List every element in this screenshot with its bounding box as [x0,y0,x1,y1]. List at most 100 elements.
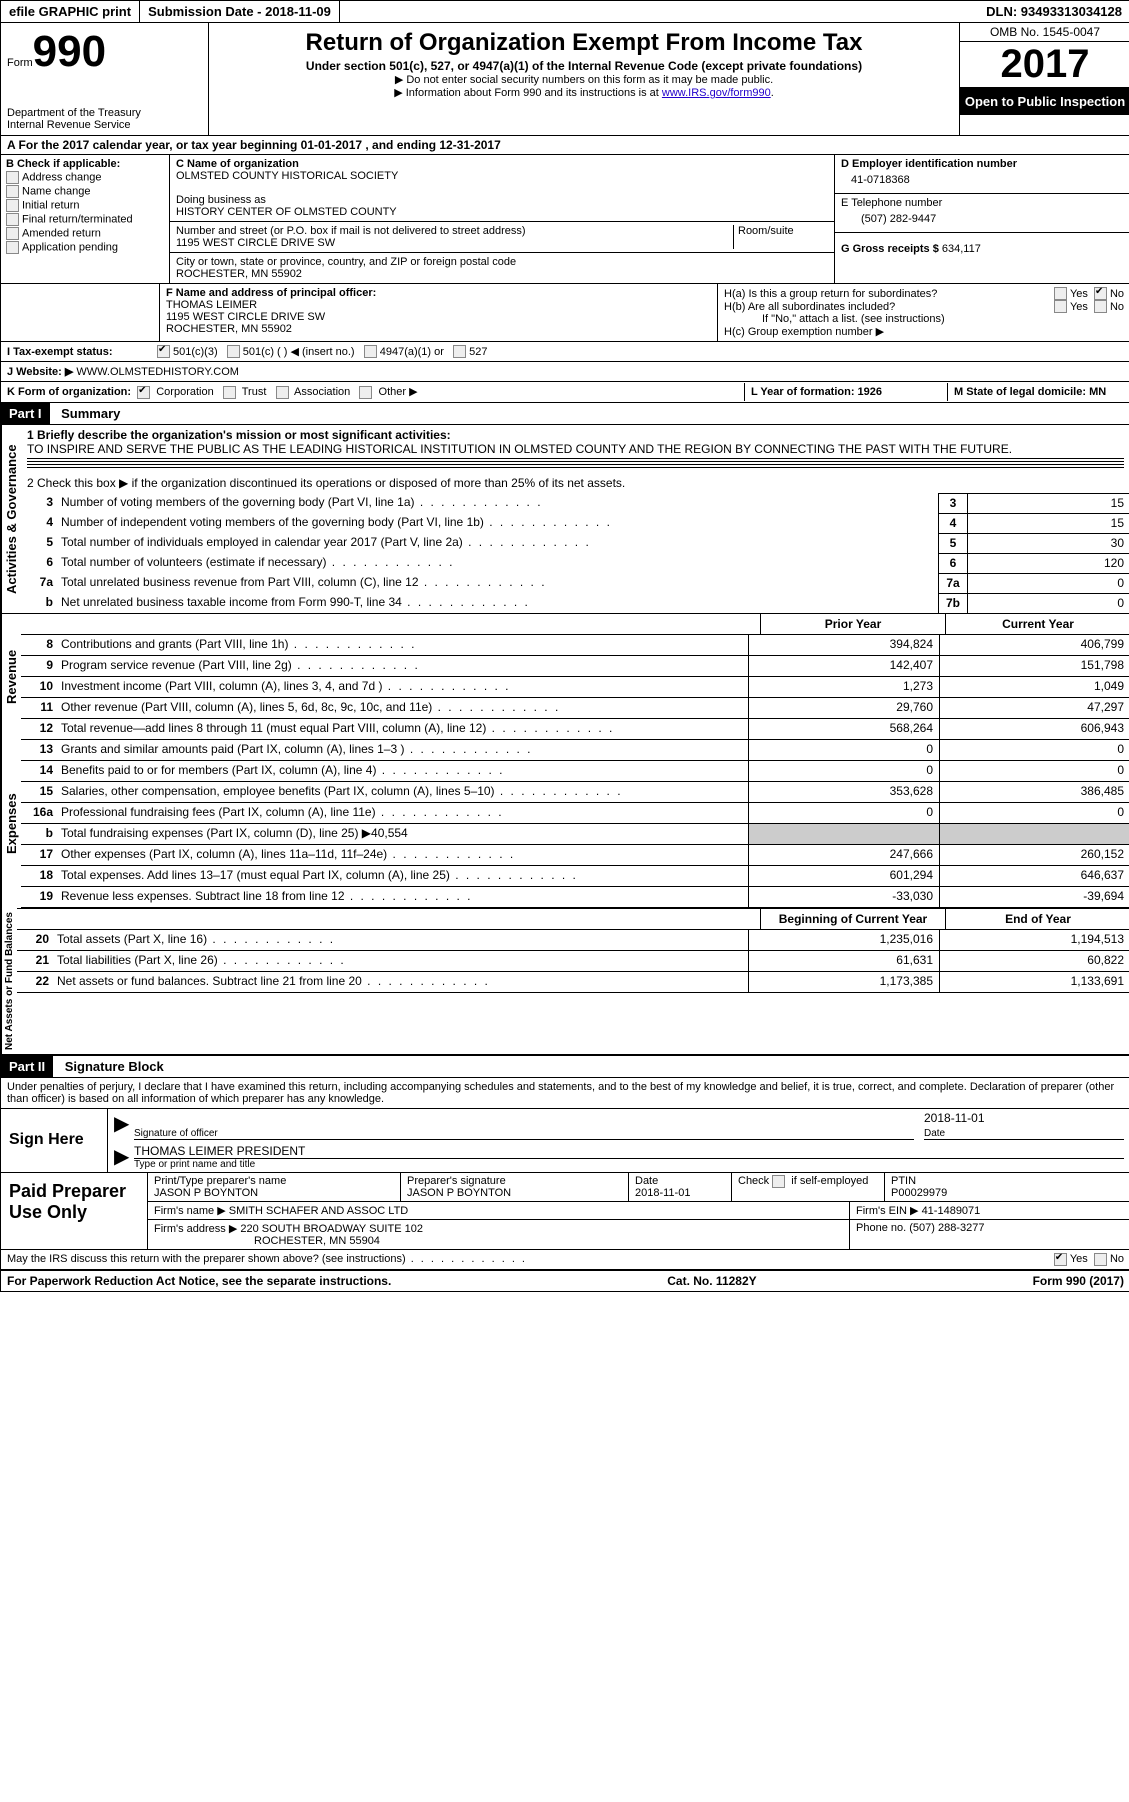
ptin-label: PTIN [891,1175,1124,1187]
chk-self-employed-label: Check if self-employed [738,1175,868,1187]
f-label: F Name and address of principal officer: [166,287,711,299]
chk-association[interactable] [276,386,289,399]
discuss-no[interactable] [1094,1253,1107,1266]
ha-label: H(a) Is this a group return for subordin… [724,288,1054,300]
h-note: If "No," attach a list. (see instruction… [724,313,1124,325]
date-label: Date [924,1128,945,1139]
data-line: 17Other expenses (Part IX, column (A), l… [21,845,1129,866]
chk-self-employed[interactable] [772,1175,785,1188]
firm-ein: 41-1489071 [922,1205,981,1217]
hb-no[interactable] [1094,300,1107,313]
ein-value: 41-0718368 [841,170,1124,190]
k-label: K Form of organization: [7,386,131,398]
form-990-page: efile GRAPHIC print Submission Date - 20… [0,0,1129,1292]
chk-application-pending[interactable]: Application pending [6,241,164,254]
street-label: Number and street (or P.O. box if mail i… [176,225,733,237]
line2: 2 Check this box ▶ if the organization d… [21,473,1129,493]
form-title: Return of Organization Exempt From Incom… [219,29,949,57]
data-line: bTotal fundraising expenses (Part IX, co… [21,824,1129,845]
sig-date: 2018-11-01 [924,1111,1124,1125]
prep-name-label: Print/Type preparer's name [154,1175,394,1187]
hc-label: H(c) Group exemption number ▶ [724,325,1124,338]
revenue-block: Revenue Prior Year Current Year 8Contrib… [1,614,1129,740]
section-c: C Name of organization OLMSTED COUNTY HI… [170,155,834,283]
vlabel-expenses: Expenses [1,740,21,908]
room-suite-label: Room/suite [733,225,828,249]
section-m: M State of legal domicile: MN [947,383,1129,401]
section-i: I Tax-exempt status: 501(c)(3) 501(c) ( … [1,342,1129,362]
page-footer: For Paperwork Reduction Act Notice, see … [1,1271,1129,1291]
hb-yes[interactable] [1054,300,1067,313]
d-label: D Employer identification number [841,158,1124,170]
chk-initial-return[interactable]: Initial return [6,199,164,212]
prep-sig-label: Preparer's signature [407,1175,622,1187]
note-info: ▶ Information about Form 990 and its ins… [219,86,949,99]
gov-line: 3Number of voting members of the governi… [21,493,1129,513]
gov-line: 6Total number of volunteers (estimate if… [21,553,1129,573]
open-inspection: Open to Public Inspection [960,88,1129,115]
discuss-yes[interactable] [1054,1253,1067,1266]
dba-label: Doing business as [176,194,828,206]
gross-receipts: 634,117 [942,243,981,255]
chk-name-change[interactable]: Name change [6,185,164,198]
sig-arrow-icon2: ▶ [114,1144,134,1170]
right-info: D Employer identification number 41-0718… [834,155,1129,283]
chk-trust[interactable] [223,386,236,399]
footer-right: Form 990 (2017) [1033,1274,1124,1288]
firm-ein-label: Firm's EIN ▶ [856,1205,919,1217]
data-line: 12Total revenue—add lines 8 through 11 (… [21,719,1129,740]
chk-amended-return[interactable]: Amended return [6,227,164,240]
entity-block: B Check if applicable: Address change Na… [1,155,1129,284]
data-line: 13Grants and similar amounts paid (Part … [21,740,1129,761]
ha-yes[interactable] [1054,287,1067,300]
chk-final-return[interactable]: Final return/terminated [6,213,164,226]
data-line: 21Total liabilities (Part X, line 26)61,… [17,951,1129,972]
data-line: 18Total expenses. Add lines 13–17 (must … [21,866,1129,887]
irs-link[interactable]: www.IRS.gov/form990 [662,87,771,99]
col-current: Current Year [945,614,1129,634]
declaration: Under penalties of perjury, I declare th… [1,1078,1129,1109]
dept-treasury: Department of the Treasury [7,107,202,119]
data-line: 11Other revenue (Part VIII, column (A), … [21,698,1129,719]
firm-addr: 220 SOUTH BROADWAY SUITE 102 [240,1223,423,1235]
footer-left: For Paperwork Reduction Act Notice, see … [7,1274,391,1288]
top-bar: efile GRAPHIC print Submission Date - 20… [1,1,1129,23]
line1-label: 1 Briefly describe the organization's mi… [27,428,451,442]
chk-4947[interactable] [364,345,377,358]
gov-line: 5Total number of individuals employed in… [21,533,1129,553]
part1-header: Part I [1,403,50,424]
chk-527[interactable] [453,345,466,358]
col-end: End of Year [945,909,1129,929]
sign-here-label: Sign Here [1,1109,108,1172]
prep-sig: JASON P BOYNTON [407,1187,622,1199]
chk-501c[interactable] [227,345,240,358]
sign-here-block: Sign Here ▶ Signature of officer 2018-11… [1,1109,1129,1173]
part2-title: Signature Block [57,1059,164,1074]
footer-center: Cat. No. 11282Y [667,1274,756,1288]
gov-line: 7aTotal unrelated business revenue from … [21,573,1129,593]
gov-block: Activities & Governance 1 Briefly descri… [1,425,1129,614]
ha-no[interactable] [1094,287,1107,300]
officer-printed-name: THOMAS LEIMER PRESIDENT [134,1144,1124,1158]
header-center: Return of Organization Exempt From Incom… [209,23,959,135]
irs-label: Internal Revenue Service [7,119,202,131]
chk-other[interactable] [359,386,372,399]
c-name-label: C Name of organization [176,158,828,170]
netassets-block: Net Assets or Fund Balances Beginning of… [1,908,1129,1056]
form-header: Form990 Department of the Treasury Inter… [1,23,1129,136]
data-line: 8Contributions and grants (Part VIII, li… [21,635,1129,656]
expenses-block: Expenses 13Grants and similar amounts pa… [1,740,1129,908]
omb-number: OMB No. 1545-0047 [960,23,1129,42]
chk-corporation[interactable] [137,386,150,399]
prep-date-label: Date [635,1175,725,1187]
header-left: Form990 Department of the Treasury Inter… [1,23,209,135]
city-label: City or town, state or province, country… [176,256,828,268]
section-k: K Form of organization: Corporation Trus… [1,382,744,402]
dln: DLN: 93493313034128 [978,1,1129,22]
data-line: 9Program service revenue (Part VIII, lin… [21,656,1129,677]
tax-year: 2017 [960,42,1129,88]
b-label: B Check if applicable: [6,158,164,170]
note-ssn: ▶ Do not enter social security numbers o… [219,73,949,86]
chk-501c3[interactable] [157,345,170,358]
chk-address-change[interactable]: Address change [6,171,164,184]
